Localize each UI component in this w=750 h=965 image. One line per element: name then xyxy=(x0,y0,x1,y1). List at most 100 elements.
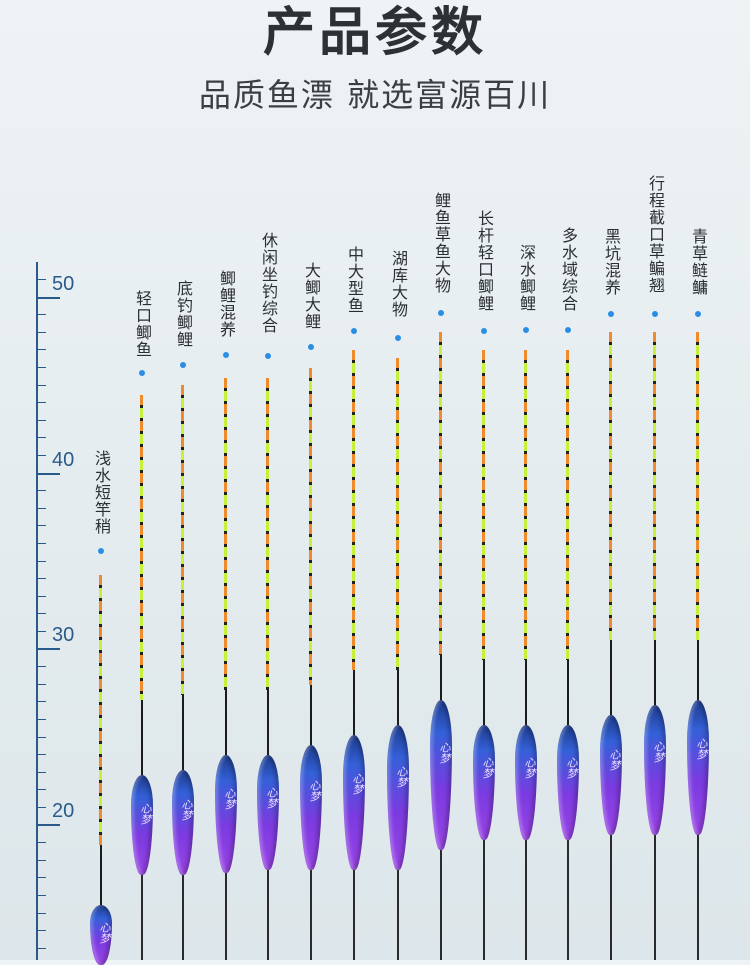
ruler-label-20: 20 xyxy=(52,800,75,822)
ruler-minor-tick xyxy=(38,912,46,914)
brand-logo-mark: 心梦 xyxy=(223,788,236,811)
marker-dot xyxy=(438,310,444,316)
ruler-minor-tick xyxy=(38,666,46,668)
float-stem xyxy=(609,640,612,721)
ruler-minor-tick xyxy=(38,314,46,316)
ruler-minor-tick xyxy=(38,560,46,562)
float-item: 深水鲫鲤 心梦 xyxy=(511,0,541,960)
marker-dot xyxy=(98,548,104,554)
float-stem xyxy=(653,640,656,711)
marker-dot xyxy=(652,311,658,317)
float-leg xyxy=(182,875,184,960)
marker-dot xyxy=(395,335,401,341)
ruler-minor-tick xyxy=(38,859,46,861)
ruler-minor-tick xyxy=(38,455,46,456)
marker-dot xyxy=(523,327,529,333)
float-stem xyxy=(309,685,312,751)
float-item: 鲫鲤混养 心梦 xyxy=(211,0,241,960)
float-tip xyxy=(524,350,527,660)
float-leg xyxy=(267,870,269,960)
ruler-minor-tick xyxy=(38,683,46,685)
float-tip xyxy=(224,378,227,690)
marker-dot xyxy=(180,362,186,368)
ruler-minor-tick xyxy=(38,543,46,544)
ruler-minor-tick xyxy=(38,331,46,333)
ruler-label-50: 50 xyxy=(52,273,75,295)
float-body xyxy=(215,755,237,873)
ruler-minor-tick xyxy=(38,525,46,527)
float-item: 大鲫大鲤 心梦 xyxy=(296,0,326,960)
float-body xyxy=(131,775,153,875)
brand-logo-mark: 心梦 xyxy=(265,787,278,810)
ruler-minor-tick xyxy=(38,367,46,368)
float-label: 浅水短竿稍 xyxy=(92,450,111,535)
length-ruler: 50 40 30 20 xyxy=(0,0,74,960)
float-body xyxy=(515,725,537,840)
float-item: 湖库大物 心梦 xyxy=(383,0,413,960)
float-leg xyxy=(654,835,656,960)
brand-logo-mark: 心梦 xyxy=(608,748,621,771)
float-leg xyxy=(440,850,442,960)
ruler-minor-tick xyxy=(38,279,46,280)
float-label: 轻口鲫鱼 xyxy=(133,290,152,358)
float-item: 长杆轻口鲫鲤 心梦 xyxy=(469,0,499,960)
float-stem xyxy=(99,845,102,911)
float-item: 青草鲢鳙 心梦 xyxy=(683,0,713,960)
float-body xyxy=(600,715,622,835)
ruler-major-tick xyxy=(38,648,60,650)
ruler-minor-tick xyxy=(38,402,46,404)
float-body xyxy=(172,770,194,875)
float-stem xyxy=(352,670,355,741)
float-tip xyxy=(653,332,656,640)
ruler-minor-tick xyxy=(38,719,46,720)
float-item: 轻口鲫鱼 心梦 xyxy=(127,0,157,960)
ruler-axis xyxy=(36,262,38,960)
ruler-major-tick xyxy=(38,473,60,475)
float-body xyxy=(473,725,495,840)
ruler-minor-tick xyxy=(38,613,46,615)
float-item: 休闲坐钓综合 心梦 xyxy=(253,0,283,960)
ruler-minor-tick xyxy=(38,807,46,808)
ruler-minor-tick xyxy=(38,701,46,703)
float-stem xyxy=(696,640,699,706)
float-stem xyxy=(181,695,184,776)
ruler-label-30: 30 xyxy=(52,624,75,646)
float-tip xyxy=(181,385,184,695)
ruler-minor-tick xyxy=(38,349,46,351)
brand-logo-mark: 心梦 xyxy=(523,757,536,780)
brand-logo-mark: 心梦 xyxy=(139,803,152,825)
ruler-minor-tick xyxy=(38,507,46,509)
float-leg xyxy=(397,870,399,960)
brand-logo-mark: 心梦 xyxy=(481,757,494,780)
marker-dot xyxy=(265,353,271,359)
float-stem xyxy=(266,690,269,761)
float-tip xyxy=(396,358,399,670)
ruler-label-40: 40 xyxy=(52,449,75,471)
float-tip xyxy=(696,332,699,640)
float-leg xyxy=(525,840,527,960)
ruler-minor-tick xyxy=(38,490,46,492)
float-stem xyxy=(439,655,442,706)
ruler-minor-tick xyxy=(38,578,46,580)
float-stem xyxy=(482,660,485,731)
brand-logo-mark: 心梦 xyxy=(395,765,408,788)
float-label: 鲫鲤混养 xyxy=(217,270,236,338)
float-body xyxy=(257,755,279,870)
ruler-minor-tick xyxy=(38,754,46,756)
ruler-minor-tick xyxy=(38,595,46,597)
marker-dot xyxy=(139,370,145,376)
float-label: 大鲫大鲤 xyxy=(302,262,321,330)
float-label: 底钓鲫鲤 xyxy=(174,280,193,348)
brand-logo-mark: 心梦 xyxy=(98,921,111,944)
float-label: 行程截口草鳊翘 xyxy=(646,175,665,294)
float-tip xyxy=(482,350,485,660)
brand-logo-mark: 心梦 xyxy=(695,737,708,760)
ruler-minor-tick xyxy=(38,384,46,386)
float-label: 长杆轻口鲫鲤 xyxy=(475,210,494,312)
marker-dot xyxy=(565,327,571,333)
brand-logo-mark: 心梦 xyxy=(652,741,665,764)
brand-logo-mark: 心梦 xyxy=(438,742,451,764)
float-leg xyxy=(610,835,612,960)
ruler-minor-tick xyxy=(38,930,46,932)
float-body xyxy=(387,725,409,870)
